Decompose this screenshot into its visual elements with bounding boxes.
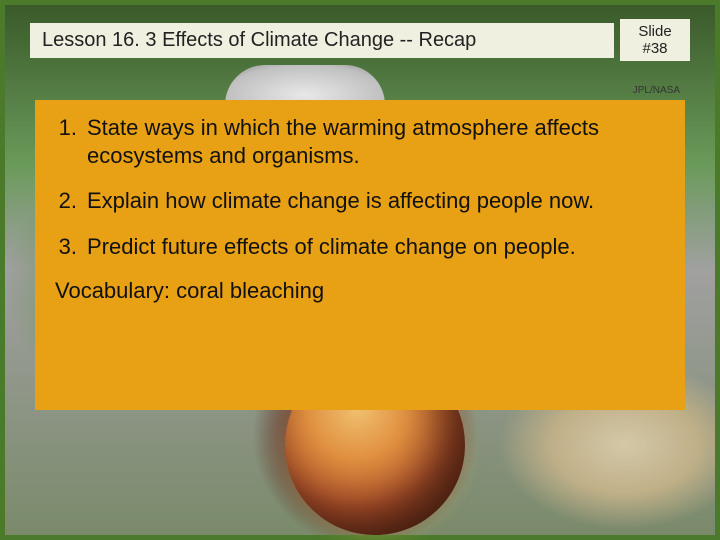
content-box: 1. State ways in which the warming atmos… — [35, 100, 685, 410]
list-number: 1. — [55, 114, 87, 169]
list-item: 2. Explain how climate change is affecti… — [55, 187, 665, 215]
slide-number: #38 — [628, 40, 682, 57]
list-item: 3. Predict future effects of climate cha… — [55, 233, 665, 261]
vocabulary-line: Vocabulary: coral bleaching — [55, 278, 665, 304]
list-number: 3. — [55, 233, 87, 261]
list-text: Predict future effects of climate change… — [87, 233, 665, 261]
slide-number-box: Slide #38 — [620, 19, 690, 61]
slide-label: Slide — [628, 23, 682, 40]
list-number: 2. — [55, 187, 87, 215]
slide-container: Lesson 16. 3 Effects of Climate Change -… — [0, 0, 720, 540]
list-text: Explain how climate change is affecting … — [87, 187, 665, 215]
lesson-title: Lesson 16. 3 Effects of Climate Change -… — [30, 23, 614, 58]
header-bar: Lesson 16. 3 Effects of Climate Change -… — [30, 15, 690, 65]
attribution-text: JPL/NASA — [633, 85, 680, 96]
list-text: State ways in which the warming atmosphe… — [87, 114, 665, 169]
list-item: 1. State ways in which the warming atmos… — [55, 114, 665, 169]
